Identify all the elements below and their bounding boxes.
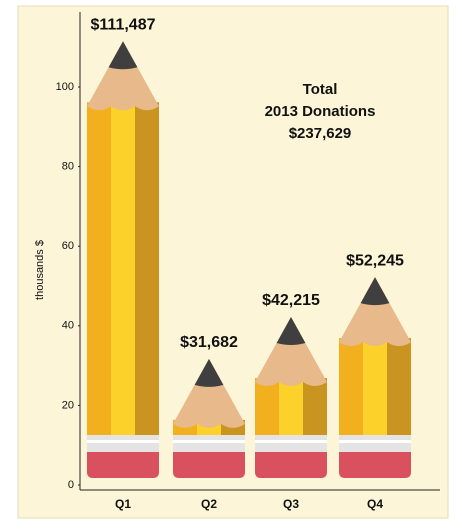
- value-label: $31,682: [180, 334, 238, 351]
- pencil-wood: [173, 358, 245, 428]
- pencil-wood: [255, 316, 327, 386]
- x-tick-label: Q4: [367, 497, 383, 511]
- pencil-body: [255, 377, 279, 435]
- pencil-body: [111, 102, 135, 435]
- pencil: [173, 358, 245, 478]
- pencil-eraser: [87, 452, 159, 478]
- pencil-body: [387, 338, 411, 435]
- pencil-body: [279, 377, 303, 435]
- y-tick-label: 80: [62, 161, 74, 173]
- pencil-ferrule-shine: [255, 440, 327, 443]
- pencil-eraser: [173, 452, 245, 478]
- pencil-wood: [339, 277, 411, 347]
- pencil-ferrule-shine: [87, 440, 159, 443]
- pencil-body: [135, 102, 159, 435]
- value-label: $111,487: [91, 17, 156, 34]
- x-tick-label: Q1: [115, 497, 131, 511]
- pencil-ferrule-shine: [173, 440, 245, 443]
- pencil: [87, 41, 159, 478]
- annotation: 2013 Donations: [265, 103, 376, 120]
- y-tick-label: 60: [62, 240, 74, 252]
- y-tick-label: 0: [68, 479, 74, 491]
- y-tick-label: 20: [62, 399, 74, 411]
- pencil-body: [363, 338, 387, 435]
- value-label: $42,215: [262, 292, 320, 309]
- pencil-lead: [276, 316, 306, 345]
- pencil-body: [87, 102, 111, 435]
- annotation: Total: [303, 81, 338, 98]
- pencil-body: [303, 377, 327, 435]
- pencil: [339, 277, 411, 478]
- pencil-ferrule-shine: [339, 440, 411, 443]
- pencil-eraser: [255, 452, 327, 478]
- annotation: $237,629: [289, 125, 352, 142]
- value-label: $52,245: [346, 252, 404, 269]
- pencil: [255, 316, 327, 478]
- y-axis-label: thousands $: [34, 240, 46, 300]
- y-tick-label: 100: [56, 81, 74, 93]
- pencil-wood: [87, 41, 159, 111]
- x-tick-label: Q2: [201, 497, 217, 511]
- y-tick-label: 40: [62, 320, 74, 332]
- x-tick-label: Q3: [283, 497, 299, 511]
- pencil-ferrule: [87, 435, 159, 452]
- pencil-lead: [360, 277, 390, 306]
- pencil-ferrule: [339, 435, 411, 452]
- pencil-eraser: [339, 452, 411, 478]
- pencil-lead: [194, 358, 224, 387]
- pencil-lead: [108, 41, 138, 70]
- pencil-body: [339, 338, 363, 435]
- pencil-ferrule: [255, 435, 327, 452]
- pencil-ferrule: [173, 435, 245, 452]
